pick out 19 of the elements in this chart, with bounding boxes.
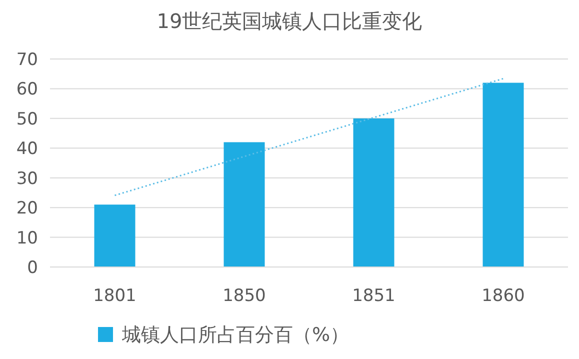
bar	[94, 204, 136, 267]
y-tick-label: 20	[16, 198, 38, 219]
chart-title: 19世纪英国城镇人口比重变化	[156, 9, 422, 33]
y-tick-label: 40	[16, 139, 38, 160]
bar	[482, 82, 524, 267]
y-tick-label: 0	[27, 258, 38, 278]
line-series	[114, 78, 504, 196]
x-tick-label: 1801	[93, 286, 136, 306]
y-tick-label: 70	[16, 50, 38, 70]
x-tick-label: 1850	[222, 286, 266, 306]
y-tick-label: 30	[16, 168, 38, 189]
x-tick-label: 1851	[352, 286, 396, 306]
x-tick-label: 1860	[482, 286, 525, 306]
legend-label: 城镇人口所占百分百（%）	[121, 324, 350, 346]
y-tick-label: 50	[16, 109, 38, 130]
bar	[224, 142, 265, 267]
y-tick-label: 10	[16, 228, 38, 248]
bar	[353, 118, 394, 267]
y-tick-label: 60	[16, 80, 38, 100]
